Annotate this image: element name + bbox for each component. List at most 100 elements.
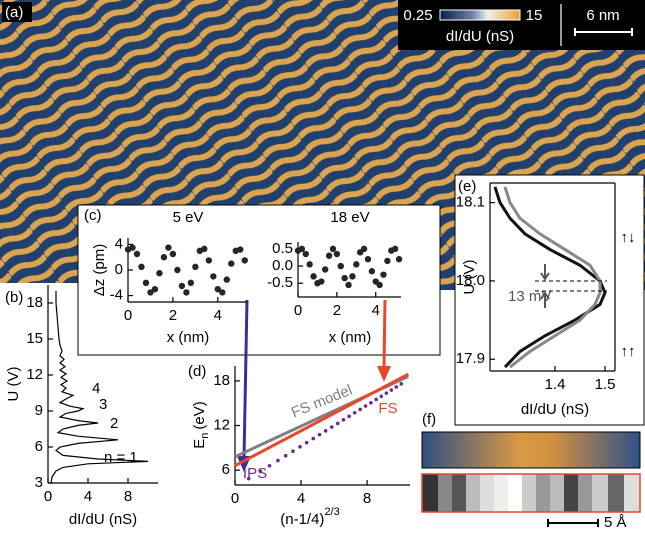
data-point xyxy=(143,280,149,286)
panel-label: (a) xyxy=(5,4,23,21)
series-label: IPS xyxy=(243,465,267,482)
y-tick-label: 12 xyxy=(213,416,230,433)
data-point xyxy=(369,268,375,274)
data-point xyxy=(210,273,216,279)
y-tick-label: 0.0 xyxy=(272,257,293,274)
colorbar-max: 15 xyxy=(526,7,543,24)
data-point xyxy=(156,270,162,276)
y-tick-label: 6 xyxy=(35,438,43,455)
colorbar xyxy=(440,10,520,20)
y-tick-label: 0.5 xyxy=(272,240,293,257)
data-point xyxy=(299,246,305,252)
data-point xyxy=(374,398,378,402)
data-point xyxy=(369,401,373,405)
data-point xyxy=(165,244,171,250)
annotation: 3 xyxy=(99,396,107,413)
x-tick-label: 2 xyxy=(333,302,341,319)
data-point xyxy=(361,246,367,252)
annotation: 2 xyxy=(110,415,118,432)
panel-label: (f) xyxy=(422,411,436,428)
curve-label: ↑↓ xyxy=(621,229,636,246)
data-point xyxy=(376,282,382,288)
data-point xyxy=(306,261,312,267)
data-point xyxy=(201,246,207,252)
data-point xyxy=(334,251,340,257)
curve-label: ↑↑ xyxy=(621,343,636,360)
data-point xyxy=(345,282,351,288)
data-point xyxy=(358,408,362,412)
data-point xyxy=(336,422,340,426)
colorbar-label: dI/dU (nS) xyxy=(446,28,514,45)
data-point xyxy=(399,382,403,386)
x-axis-label: dI/dU (nS) xyxy=(69,511,137,528)
y-axis-label-text: U (V) xyxy=(461,260,478,295)
data-point xyxy=(134,251,140,257)
data-point xyxy=(396,256,402,262)
y-axis-label-text: E xyxy=(191,439,208,449)
data-point xyxy=(276,459,280,463)
data-point xyxy=(129,244,135,250)
f-scale-bar-label: 5 Å xyxy=(604,514,627,531)
x-tick-label: 0 xyxy=(294,302,302,319)
y-axis-label-subscript: n xyxy=(199,433,211,439)
data-point xyxy=(330,425,334,429)
y-tick-label: 18 xyxy=(213,372,230,389)
data-point xyxy=(394,385,398,389)
y-tick-label: 15 xyxy=(26,330,43,347)
panel-label: (b) xyxy=(5,289,23,306)
x-tick-label: 4 xyxy=(297,490,305,507)
data-point xyxy=(242,257,248,263)
x-tick-label: 2 xyxy=(169,307,177,324)
data-point xyxy=(390,388,394,392)
colorbar-min: 0.25 xyxy=(403,7,432,24)
x-tick-label: 0 xyxy=(231,490,239,507)
y-axis-label-text: Δz (pm) xyxy=(91,244,108,297)
y-tick-label: -0.5 xyxy=(267,274,293,291)
panel-label: (e) xyxy=(458,178,476,195)
y-tick-label: 3 xyxy=(35,474,43,491)
annotation: 4 xyxy=(92,380,100,397)
data-point xyxy=(379,394,383,398)
data-point xyxy=(161,254,167,260)
data-point xyxy=(152,286,158,292)
data-point xyxy=(338,263,344,269)
y-tick-label: 18.1 xyxy=(456,194,485,211)
data-point xyxy=(324,429,328,433)
y-tick-label: 4 xyxy=(115,235,123,252)
y-tick-label: 17.9 xyxy=(456,350,485,367)
x-tick-label: 1.5 xyxy=(595,376,616,393)
annotation: n = 1 xyxy=(104,449,138,466)
x-axis-label: x (nm) xyxy=(329,329,372,346)
y-axis-label: Δz (pm) xyxy=(91,244,108,297)
data-point xyxy=(206,257,212,263)
data-point xyxy=(183,289,189,295)
data-point xyxy=(365,256,371,262)
x-axis-label: x (nm) xyxy=(167,329,210,346)
y-axis-label: U (V) xyxy=(461,260,478,295)
panel-label: (c) xyxy=(84,207,102,224)
y-axis-label: En(eV) xyxy=(191,401,211,448)
y-tick-label: 9 xyxy=(35,402,43,419)
data-point xyxy=(170,251,176,257)
x-tick-label: 0 xyxy=(124,307,132,324)
data-point xyxy=(380,271,386,277)
data-point xyxy=(298,445,302,449)
data-point xyxy=(224,276,230,282)
data-point xyxy=(322,266,328,272)
x-tick-label: 4 xyxy=(214,307,222,324)
x-tick-label: 8 xyxy=(363,490,371,507)
x-axis-label-text: (n-1/4) xyxy=(280,511,324,528)
y-tick-label: -4 xyxy=(110,287,123,304)
data-point xyxy=(318,278,324,284)
data-point xyxy=(305,441,309,445)
data-point xyxy=(330,246,336,252)
data-point xyxy=(384,258,390,264)
panel-label: (d) xyxy=(188,363,206,380)
data-point xyxy=(188,280,194,286)
x-axis-label-text: dI/dU (nS) xyxy=(521,401,589,418)
data-point xyxy=(326,253,332,259)
data-point xyxy=(341,275,347,281)
y-axis-label-text: U (V) xyxy=(5,367,22,402)
data-point xyxy=(347,414,351,418)
data-point xyxy=(284,454,288,458)
